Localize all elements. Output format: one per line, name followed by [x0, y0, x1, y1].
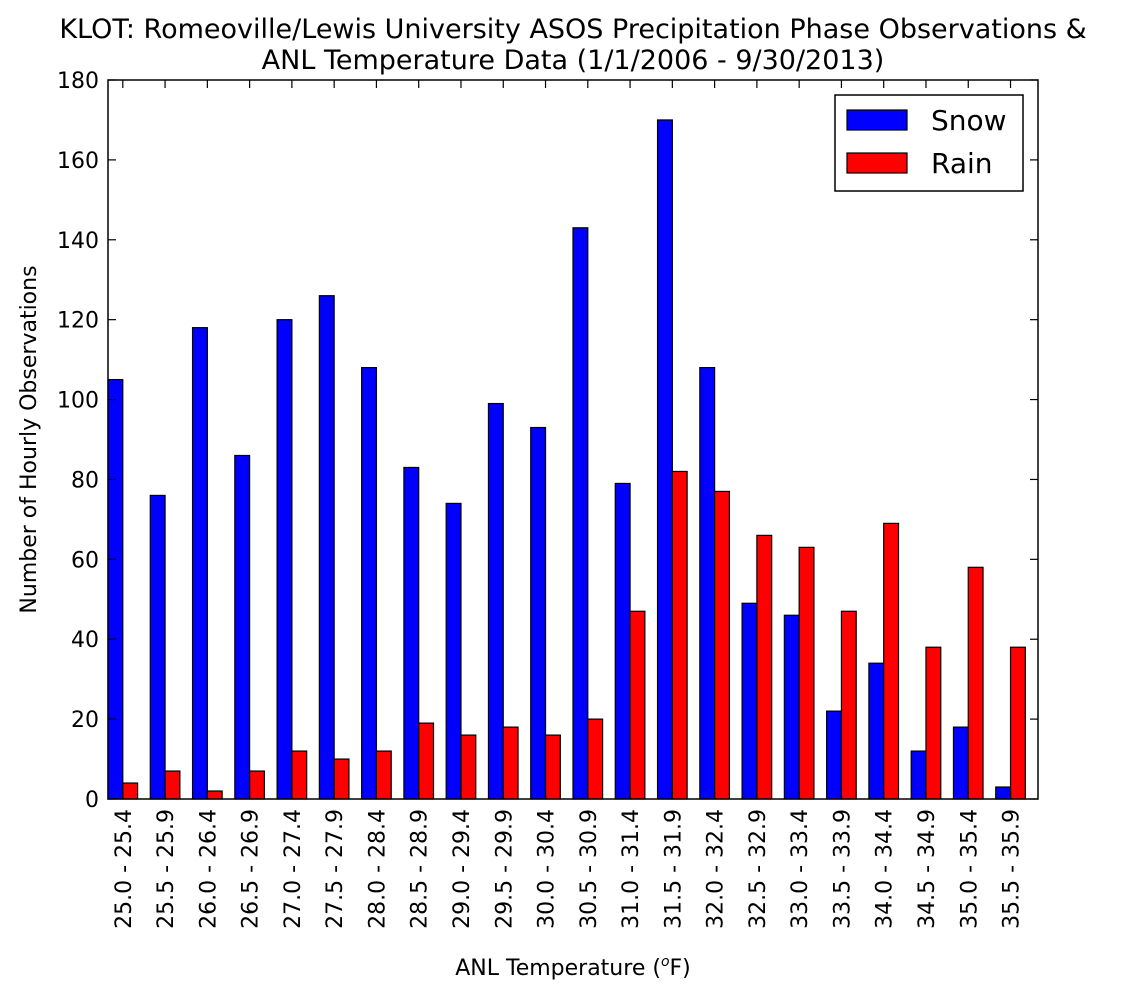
y-tick-label-2: 40: [71, 628, 99, 653]
legend-swatch-rain: [846, 152, 908, 174]
snow-bar-12: [614, 482, 631, 800]
x-tick-label-12: 31.0 - 31.4: [619, 809, 644, 929]
rain-bar-6: [375, 750, 392, 800]
x-tick-label-17: 33.5 - 33.9: [830, 809, 855, 929]
x-tick-label-7: 28.5 - 28.9: [408, 809, 433, 929]
x-tick-label-9: 29.5 - 29.9: [492, 809, 517, 929]
rain-bar-11: [587, 718, 604, 800]
x-tick-label-14: 32.0 - 32.4: [704, 809, 729, 929]
y-axis-label: Number of Hourly Observations: [17, 265, 42, 613]
chart-title-line-2: ANL Temperature Data (1/1/2006 - 9/30/20…: [262, 45, 885, 76]
snow-bar-15: [741, 602, 758, 800]
rain-bar-1: [164, 770, 181, 800]
legend-swatch-snow: [846, 109, 908, 131]
rain-bar-5: [333, 758, 350, 800]
y-tick-label-8: 160: [57, 149, 99, 174]
x-tick-label-21: 35.5 - 35.9: [1000, 809, 1025, 929]
rain-bar-20: [967, 566, 984, 800]
x-tick-label-3: 26.5 - 26.9: [239, 809, 264, 929]
x-tick-label-16: 33.0 - 33.4: [788, 809, 813, 929]
snow-bar-4: [276, 319, 293, 800]
x-tick-label-5: 27.5 - 27.9: [323, 809, 348, 929]
snow-bar-17: [826, 710, 843, 800]
x-tick-label-11: 30.5 - 30.9: [577, 809, 602, 929]
x-axis-ticks: 25.0 - 25.4 25.5 - 25.9 26.0 - 26.4 26.5 - …: [112, 80, 1025, 929]
x-axis-label-suffix: F): [670, 956, 691, 981]
snow-bar-2: [191, 327, 208, 800]
rain-bar-15: [756, 534, 773, 800]
x-axis-label: ANL Temperature (oF): [455, 954, 691, 981]
snow-bar-7: [403, 466, 420, 800]
rain-bar-7: [418, 722, 435, 800]
snow-bar-19: [910, 750, 927, 800]
snow-bar-21: [995, 786, 1012, 800]
y-tick-label-1: 20: [71, 708, 99, 733]
snow-bar-0: [107, 378, 124, 800]
snow-bar-9: [487, 402, 504, 800]
rain-bar-19: [925, 646, 942, 800]
plot-frame: [107, 79, 1039, 800]
y-tick-label-6: 120: [57, 309, 99, 334]
chart-title-line-1: KLOT: Romeoville/Lewis University ASOS P…: [59, 14, 1086, 45]
snow-bar-3: [234, 454, 251, 800]
snow-bar-18: [868, 662, 885, 800]
x-tick-label-10: 30.0 - 30.4: [535, 809, 560, 929]
snow-bar-1: [149, 494, 166, 800]
rain-bar-21: [1009, 646, 1026, 800]
snow-bar-10: [530, 426, 547, 800]
legend-label-rain: Rain: [931, 147, 993, 180]
y-tick-label-7: 140: [57, 229, 99, 254]
x-tick-label-15: 32.5 - 32.9: [746, 809, 771, 929]
rain-bar-9: [502, 726, 519, 800]
rain-bar-13: [671, 470, 688, 800]
rain-bar-4: [291, 750, 308, 800]
rain-bar-18: [883, 522, 900, 800]
x-tick-label-8: 29.0 - 29.4: [450, 809, 475, 929]
snow-bar-6: [361, 367, 378, 800]
x-axis-label-text: ANL Temperature (: [455, 956, 661, 981]
chart-title: KLOT: Romeoville/Lewis University ASOS P…: [59, 14, 1086, 76]
y-tick-label-4: 80: [71, 468, 99, 493]
snow-bar-8: [445, 502, 462, 800]
legend: Snow Rain: [834, 94, 1024, 192]
rain-bar-16: [798, 546, 815, 800]
bars-layer: [107, 119, 1026, 800]
rain-bar-0: [122, 782, 139, 800]
y-tick-label-5: 100: [57, 389, 99, 414]
legend-label-snow: Snow: [931, 104, 1007, 137]
x-tick-label-2: 26.0 - 26.4: [196, 809, 221, 929]
snow-bar-11: [572, 227, 589, 800]
rain-bar-8: [460, 734, 477, 800]
y-axis-ticks: 0 20 40 60 80 100 120 140 160 180: [57, 69, 1038, 813]
rain-bar-12: [629, 610, 646, 800]
rain-bar-3: [249, 770, 266, 800]
x-axis-label-superscript: o: [661, 954, 670, 970]
x-tick-label-6: 28.0 - 28.4: [365, 809, 390, 929]
x-tick-label-20: 35.0 - 35.4: [957, 809, 982, 929]
snow-bar-16: [783, 614, 800, 800]
y-tick-label-0: 0: [85, 788, 99, 813]
x-tick-label-18: 34.0 - 34.4: [873, 809, 898, 929]
x-tick-label-4: 27.0 - 27.4: [281, 809, 306, 929]
snow-bar-13: [656, 119, 673, 800]
snow-bar-5: [318, 295, 335, 800]
x-tick-label-0: 25.0 - 25.4: [112, 809, 137, 929]
y-tick-label-9: 180: [57, 69, 99, 94]
rain-bar-17: [840, 610, 857, 800]
rain-bar-14: [714, 490, 731, 800]
x-tick-label-13: 31.5 - 31.9: [661, 809, 686, 929]
x-tick-label-19: 34.5 - 34.9: [915, 809, 940, 929]
y-tick-label-3: 60: [71, 548, 99, 573]
snow-bar-14: [699, 367, 716, 800]
rain-bar-10: [544, 734, 561, 800]
x-tick-label-1: 25.5 - 25.9: [154, 809, 179, 929]
snow-bar-20: [952, 726, 969, 800]
rain-bar-2: [206, 790, 223, 800]
